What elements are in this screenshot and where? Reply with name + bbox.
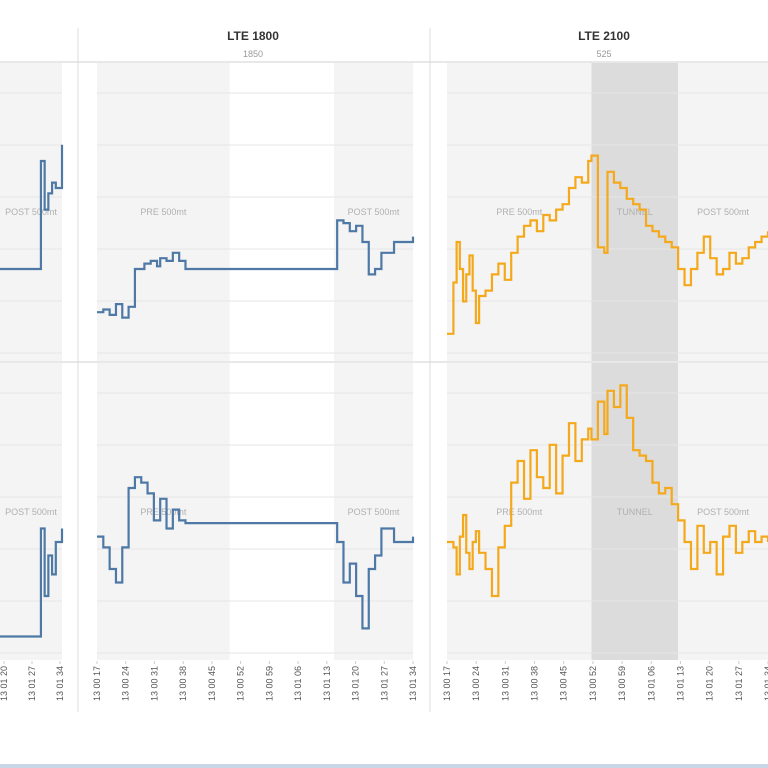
zone-label: PRE 500mt: [140, 507, 187, 517]
zone-band-middle: [229, 363, 334, 660]
series-line-row-1: [0, 144, 64, 271]
x-tick-label: 13 00 38: [530, 666, 540, 701]
zone-label: POST 500mt: [348, 507, 400, 517]
x-tick-label: 13 00 52: [588, 666, 598, 701]
x-tick-label: 13 00 59: [264, 666, 274, 701]
zone-label: POST 500mt: [697, 207, 749, 217]
zone-band-post-500mt: [0, 363, 62, 660]
panels-layer: POST 500mt POST 500mt 13 01 20 13 01 27 13 0…: [0, 28, 768, 712]
zone-band-post-500mt: [334, 363, 413, 660]
x-tick-label: 13 01 27: [734, 666, 744, 701]
series-line-row-1: [97, 219, 415, 319]
zone-band-pre-500mt: [97, 363, 230, 660]
zone-band-pre-500mt: [97, 63, 230, 361]
x-tick-label: 13 01 06: [646, 666, 656, 701]
bottom-scroll-strip: [0, 764, 768, 768]
zone-band-post-500mt: [678, 63, 768, 361]
zone-label: POST 500mt: [348, 207, 400, 217]
zone-band-middle: [229, 63, 334, 361]
x-tick-label: 13 00 45: [207, 666, 217, 701]
zone-label: TUNNEL: [617, 207, 653, 217]
zone-band-tunnel: [591, 63, 679, 361]
x-tick-label: 13 01 34: [55, 666, 65, 701]
x-tick-label: 13 01 13: [675, 666, 685, 701]
zone-band-post-500mt: [0, 63, 62, 361]
zone-label: POST 500mt: [5, 507, 57, 517]
series-line-row-2: [97, 476, 415, 630]
zone-label: TUNNEL: [617, 507, 653, 517]
x-tick-label: 13 00 24: [471, 666, 481, 701]
x-tick-label: 13 01 13: [322, 666, 332, 701]
x-tick-label: 13 00 45: [559, 666, 569, 701]
zone-band-tunnel: [591, 363, 679, 660]
zone-label: POST 500mt: [5, 207, 57, 217]
zone-label: PRE 500mt: [140, 207, 187, 217]
zone-band-post-500mt: [678, 363, 768, 660]
x-tick-label: 13 01 20: [0, 666, 9, 701]
x-tick-label: 13 01 27: [379, 666, 389, 701]
x-tick-label: 13 00 38: [178, 666, 188, 701]
panel-subtitle-2: 525: [596, 49, 611, 59]
zone-label: POST 500mt: [697, 507, 749, 517]
x-tick-label: 13 00 31: [500, 666, 510, 701]
panel-title-2: LTE 2100: [578, 29, 630, 43]
zone-label: PRE 500mt: [496, 507, 543, 517]
x-tick-label: 13 01 27: [27, 666, 37, 701]
zone-band-post-500mt: [334, 63, 413, 361]
series-line-row-2: [447, 384, 768, 598]
x-tick-label: 13 00 24: [121, 666, 131, 701]
zone-band-pre-500mt: [447, 63, 592, 361]
panel-title-1: LTE 1800: [227, 29, 279, 43]
x-tick-label: 13 01 20: [705, 666, 715, 701]
series-line-row-2: [0, 527, 64, 638]
x-tick-label: 13 00 59: [617, 666, 627, 701]
zone-label: PRE 500mt: [496, 207, 543, 217]
x-tick-label: 13 01 34: [408, 666, 418, 701]
x-tick-label: 13 01 34: [763, 666, 768, 701]
panel-subtitle-1: 1850: [243, 49, 263, 59]
x-tick-label: 13 00 17: [92, 666, 102, 701]
x-tick-label: 13 00 17: [442, 666, 452, 701]
x-tick-label: 13 01 20: [351, 666, 361, 701]
series-line-row-1: [447, 154, 768, 335]
x-tick-label: 13 00 52: [236, 666, 246, 701]
zone-band-pre-500mt: [447, 363, 592, 660]
x-tick-label: 13 00 31: [149, 666, 159, 701]
x-tick-label: 13 01 06: [293, 666, 303, 701]
